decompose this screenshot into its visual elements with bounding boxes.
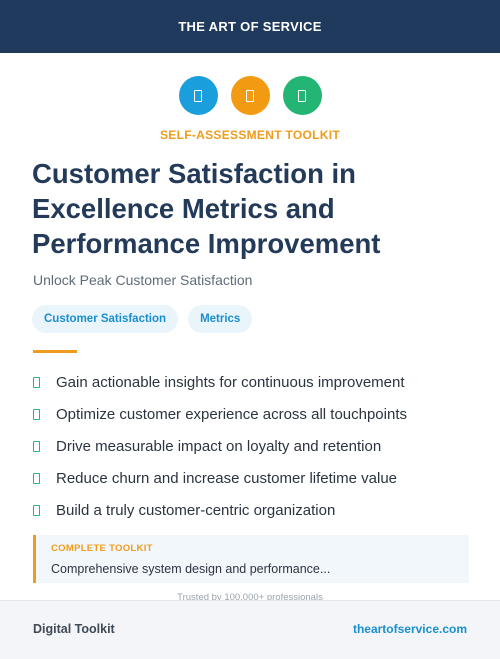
eyebrow-label: SELF-ASSESSMENT TOOLKIT xyxy=(159,128,341,142)
callout-label: COMPLETE TOOLKIT xyxy=(51,543,153,554)
brand-name: THE ART OF SERVICE xyxy=(178,19,322,34)
tag-metrics[interactable]: Metrics xyxy=(188,305,253,333)
accent-divider xyxy=(33,350,77,353)
list-item: Optimize customer experience across all … xyxy=(32,398,472,430)
page-title: Customer Satisfaction in Excellence Metr… xyxy=(32,158,381,259)
list-item: Drive measurable impact on loyalty and r… xyxy=(32,430,472,462)
website-link[interactable]: theartofservice.com xyxy=(352,622,467,636)
icon-row xyxy=(0,76,500,115)
tag-customer-satisfaction[interactable]: Customer Satisfaction xyxy=(32,305,179,333)
document-icon xyxy=(178,76,218,115)
check-icon xyxy=(33,408,40,420)
list-item: Build a truly customer-centric organizat… xyxy=(32,494,472,526)
check-icon xyxy=(33,472,40,484)
toolkit-callout: COMPLETE TOOLKIT Comprehensive system de… xyxy=(33,535,469,583)
document-icon xyxy=(282,76,322,115)
footer-bar: Digital Toolkit theartofservice.com xyxy=(0,600,500,659)
trust-line: Trusted by 100,000+ professionals xyxy=(177,592,323,600)
subtitle: Unlock Peak Customer Satisfaction xyxy=(33,272,253,288)
check-icon xyxy=(33,376,40,388)
benefits-list: Gain actionable insights for continuous … xyxy=(32,366,472,526)
check-icon xyxy=(33,504,40,516)
document-icon xyxy=(230,76,270,115)
footer-label: Digital Toolkit xyxy=(33,622,115,636)
tag-list: Customer Satisfaction Metrics xyxy=(32,305,253,333)
list-item: Reduce churn and increase customer lifet… xyxy=(32,462,472,494)
check-icon xyxy=(33,440,40,452)
list-item: Gain actionable insights for continuous … xyxy=(32,366,472,398)
callout-text: Comprehensive system design and performa… xyxy=(51,562,331,576)
top-header-bar: THE ART OF SERVICE xyxy=(0,0,500,53)
